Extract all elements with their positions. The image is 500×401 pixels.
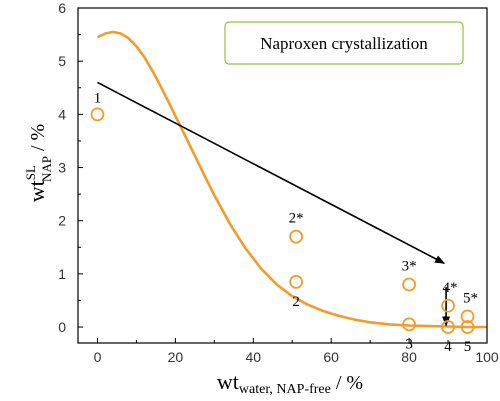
y-tick-label: 5 bbox=[58, 53, 66, 69]
data-point-label: 3 bbox=[405, 336, 413, 352]
svg-text:wtwater, NAP-free / %: wtwater, NAP-free / % bbox=[217, 369, 363, 397]
y-axis-title-sup: SL bbox=[23, 165, 38, 180]
x-axis-title-unit: / % bbox=[331, 372, 363, 394]
y-axis-title: wtSLNAP / % bbox=[23, 124, 54, 202]
x-tick-label: 100 bbox=[475, 349, 499, 365]
data-point bbox=[441, 320, 455, 334]
data-point-label: 3* bbox=[402, 259, 417, 275]
plot-frame bbox=[77, 7, 488, 344]
chart-title: Naproxen crystallization bbox=[260, 34, 428, 53]
data-point bbox=[402, 317, 416, 332]
y-axis-title-main: wt bbox=[24, 180, 49, 202]
data-point-label: 4 bbox=[444, 339, 452, 355]
data-point-label: 1 bbox=[94, 90, 102, 106]
data-point bbox=[289, 274, 304, 289]
data-point-label: 5 bbox=[464, 339, 472, 355]
trend-arrow bbox=[97, 81, 446, 264]
x-tick-label: 80 bbox=[401, 349, 417, 365]
fit-curve bbox=[96, 30, 487, 329]
data-point-label: 2 bbox=[292, 294, 300, 310]
data-point bbox=[460, 309, 475, 324]
y-tick-label: 1 bbox=[58, 266, 66, 282]
x-tick-label: 20 bbox=[168, 349, 184, 365]
x-axis-title-main: wt bbox=[217, 369, 239, 394]
fit-curve-layer bbox=[96, 30, 487, 329]
data-point bbox=[441, 298, 455, 313]
data-point-label: 2* bbox=[289, 211, 304, 227]
y-axis-title-unit: / % bbox=[27, 124, 49, 156]
data-point-label: 5* bbox=[463, 290, 478, 306]
y-tick-label: 0 bbox=[58, 319, 66, 335]
data-point bbox=[460, 320, 475, 334]
x-tick-label: 40 bbox=[245, 349, 261, 365]
x-tick-label: 0 bbox=[94, 349, 102, 365]
data-point-label: 4* bbox=[443, 280, 458, 296]
arrow-layer bbox=[97, 81, 451, 327]
data-point bbox=[289, 229, 304, 244]
y-tick-label: 4 bbox=[58, 106, 66, 122]
svg-text:wtSLNAP / %: wtSLNAP / % bbox=[23, 124, 54, 202]
x-axis-title: wtwater, NAP-free / % bbox=[217, 369, 363, 397]
data-point bbox=[90, 107, 105, 122]
y-axis-title-sub: NAP bbox=[39, 156, 54, 182]
x-axis-title-sub: water, NAP-free bbox=[239, 382, 331, 397]
data-point bbox=[402, 277, 416, 292]
y-tick-label: 2 bbox=[58, 213, 66, 229]
y-tick-label: 3 bbox=[58, 160, 66, 176]
x-tick-label: 60 bbox=[323, 349, 339, 365]
y-tick-label: 6 bbox=[58, 0, 66, 16]
legend-box: Naproxen crystallization bbox=[224, 21, 464, 65]
data-point-layer: 1 2* 2 3* 3 4* 4 5* 5 bbox=[90, 90, 478, 355]
